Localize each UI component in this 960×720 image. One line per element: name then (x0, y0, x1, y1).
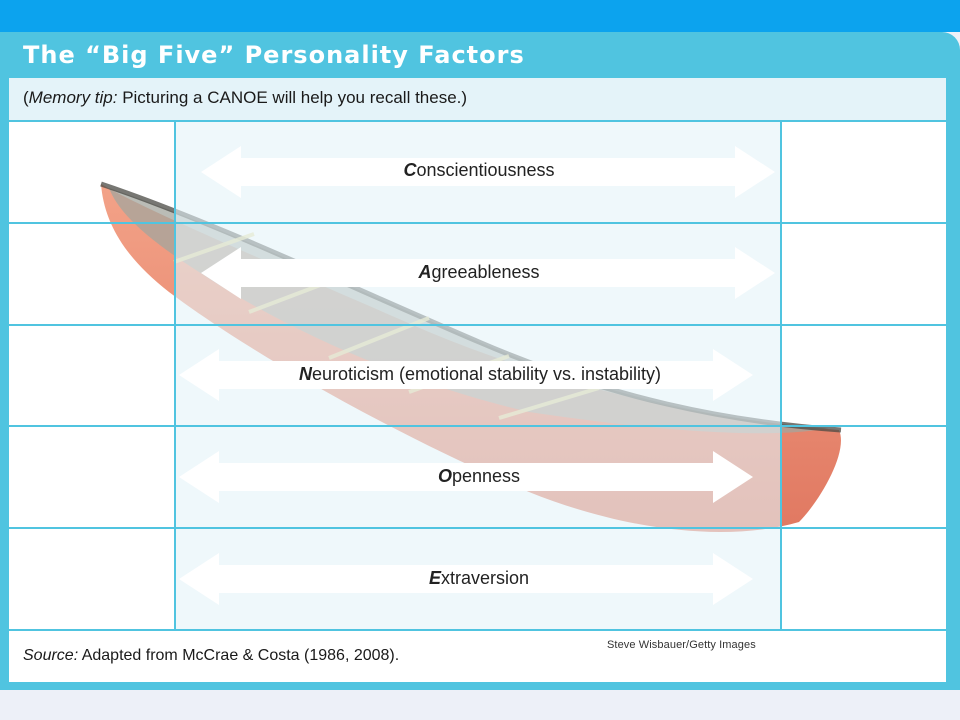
top-accent-bar (0, 0, 960, 32)
grid-lines (9, 122, 946, 629)
figure-box: (Memory tip: Picturing a CANOE will help… (9, 78, 946, 682)
factor-label-extraversion: Extraversion (428, 568, 530, 588)
arrow-extraversion (179, 553, 753, 605)
source-text: Adapted from McCrae & Costa (1986, 2008)… (78, 647, 400, 664)
bottom-band (0, 690, 960, 720)
source-note: Source: Adapted from McCrae & Costa (198… (23, 647, 399, 665)
factor-label-agreeableness: Agreeableness (418, 262, 540, 282)
figure-title: The “Big Five” Personality Factors (23, 41, 525, 69)
factor-label-conscientiousness: Conscientiousness (403, 160, 555, 180)
arrow-openness (179, 451, 753, 503)
memory-tip-row: (Memory tip: Picturing a CANOE will help… (9, 78, 946, 122)
canoe-diagram: Conscientiousness Agreeableness Neurotic… (9, 122, 946, 629)
memory-tip-lead: Memory tip: (28, 88, 118, 107)
factor-label-neuroticism: Neuroticism (emotional stability vs. ins… (298, 364, 662, 384)
memory-tip: (Memory tip: Picturing a CANOE will help… (23, 88, 467, 108)
factor-arrows (179, 146, 775, 605)
memory-tip-text: Picturing a CANOE will help you recall t… (117, 88, 468, 107)
photo-credit: Steve Wisbauer/Getty Images (607, 639, 756, 651)
factor-label-openness: Openness (437, 466, 521, 486)
source-lead: Source: (23, 647, 79, 664)
canoe-illustration (9, 122, 946, 629)
arrow-neuroticism (179, 349, 753, 401)
tip-open-paren: ( (23, 88, 29, 107)
arrow-agreeableness (201, 247, 775, 299)
arrow-conscientiousness (201, 146, 775, 198)
source-row: Source: Adapted from McCrae & Costa (198… (9, 629, 946, 682)
